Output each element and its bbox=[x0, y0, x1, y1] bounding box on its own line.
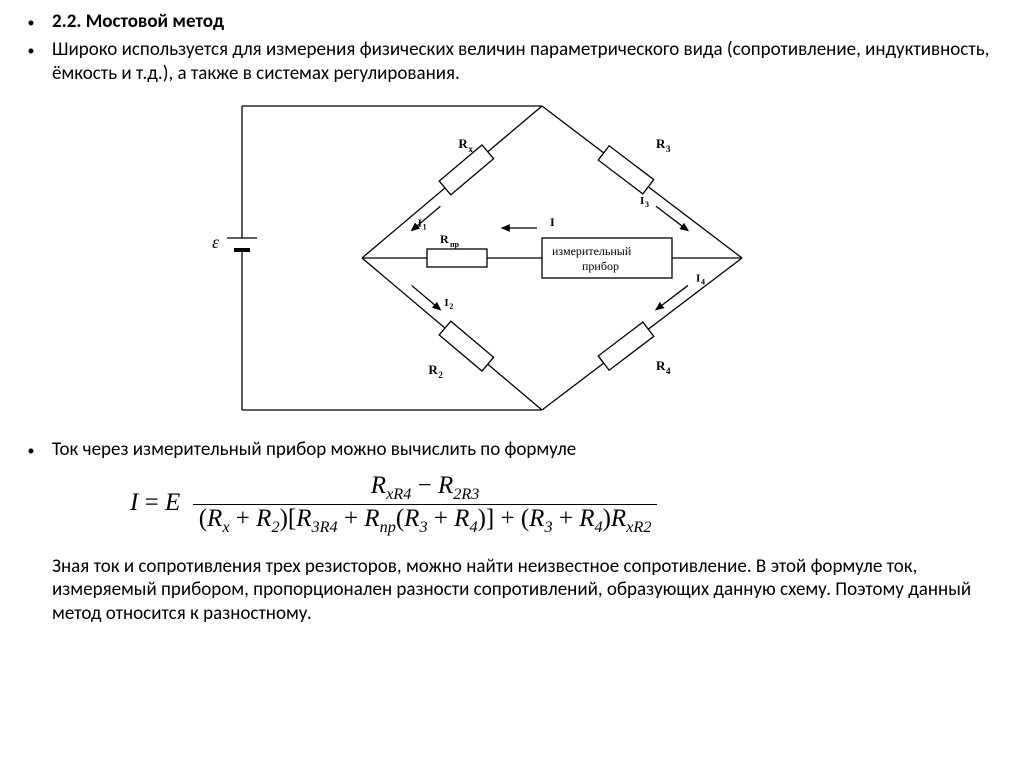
svg-text:R: R bbox=[656, 135, 666, 150]
para2-row: • Ток через измерительный прибор можно в… bbox=[10, 438, 994, 464]
svg-text:измерительный: измерительный bbox=[552, 244, 632, 258]
svg-text:R: R bbox=[428, 362, 438, 377]
bridge-circuit-diagram: εRxR3R2R4измерительныйприборRпрI1I3I2I4I bbox=[10, 88, 994, 434]
svg-text:R: R bbox=[656, 358, 666, 373]
svg-text:3: 3 bbox=[645, 200, 649, 209]
svg-text:3: 3 bbox=[666, 143, 671, 153]
svg-text:x: x bbox=[468, 143, 473, 153]
svg-text:R: R bbox=[440, 232, 449, 246]
section-title: 2.2. Мостовой метод bbox=[52, 10, 994, 34]
formula-denominator: (Rx + R2)[R3R4 + Rпр(R3 + R4)] + (R3 + R… bbox=[193, 504, 658, 537]
bullet-marker: • bbox=[10, 438, 52, 464]
svg-text:I: I bbox=[550, 215, 555, 229]
svg-text:прибор: прибор bbox=[582, 259, 619, 273]
svg-text:2: 2 bbox=[438, 370, 443, 380]
bullet-marker: • bbox=[10, 10, 52, 36]
svg-text:R: R bbox=[458, 135, 468, 150]
para2-text: Ток через измерительный прибор можно выч… bbox=[52, 438, 994, 462]
formula-numerator: RxR4 − R2R3 bbox=[193, 472, 658, 504]
svg-text:I: I bbox=[418, 217, 422, 229]
svg-text:1: 1 bbox=[423, 222, 427, 231]
svg-text:4: 4 bbox=[666, 366, 671, 376]
svg-text:ε: ε bbox=[212, 232, 220, 252]
bullet-marker: • bbox=[10, 38, 52, 64]
svg-text:I: I bbox=[444, 296, 448, 308]
svg-text:пр: пр bbox=[450, 240, 460, 249]
formula-lhs: I = E bbox=[130, 489, 186, 516]
formula: I = E RxR4 − R2R3 (Rx + R2)[R3R4 + Rпр(R… bbox=[10, 472, 994, 537]
formula-fraction: RxR4 − R2R3 (Rx + R2)[R3R4 + Rпр(R3 + R4… bbox=[193, 472, 658, 537]
title-row: • 2.2. Мостовой метод bbox=[10, 10, 994, 36]
bridge-svg: εRxR3R2R4измерительныйприборRпрI1I3I2I4I bbox=[182, 88, 822, 428]
para3-text: Зная ток и сопротивления трех резисторов… bbox=[52, 555, 994, 626]
svg-text:2: 2 bbox=[449, 301, 453, 310]
svg-text:4: 4 bbox=[701, 277, 705, 286]
svg-text:I: I bbox=[696, 272, 700, 284]
para1-row: • Широко используется для измерения физи… bbox=[10, 38, 994, 86]
para1-text: Широко используется для измерения физиче… bbox=[52, 38, 994, 86]
svg-text:I: I bbox=[640, 195, 644, 207]
